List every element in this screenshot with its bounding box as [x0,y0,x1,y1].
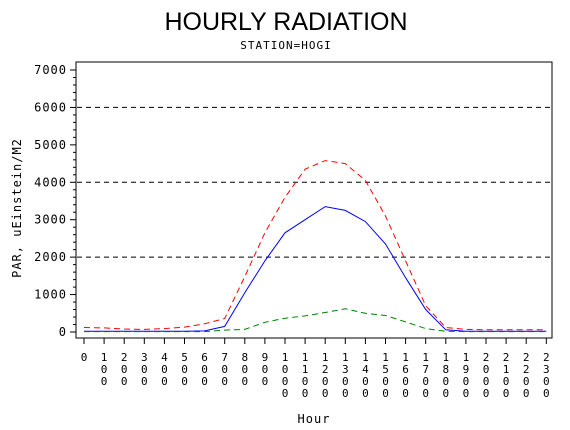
series-group [83,160,547,333]
y-tick-label-2: 2000 [34,250,67,264]
series-line-1 [84,206,547,332]
y-tick-label-6: 6000 [34,100,67,114]
x-axis: 0 1 0 0 2 0 0 3 0 0 4 0 0 5 0 0 6 0 0 7 0 0 8 0 0 9 0 0 1 0 0 0 1 1 0 0 1 2 0 0… [81,338,550,400]
y-axis: 0 1000 2000 3000 4000 5000 6000 7000 [34,63,76,339]
reference-lines [77,106,551,258]
x-tick-label-0: 0 [81,351,88,364]
y-tick-label-4: 4000 [34,175,67,189]
y-axis-label: PAR, uEinstein/M2 [10,138,24,278]
chart-subtitle: STATION=HOGI [240,39,331,52]
y-tick-label-1: 1000 [34,288,67,302]
plot-frame [75,61,553,339]
series-line-0 [83,160,547,331]
x-axis-label: Hour [298,412,331,426]
y-tick-label-0: 0 [59,325,67,339]
y-tick-label-3: 3000 [34,213,67,227]
chart-title: HOURLY RADIATION [164,8,407,36]
series-line-2 [84,308,547,333]
y-tick-label-7: 7000 [34,63,67,77]
y-tick-label-5: 5000 [34,138,67,152]
